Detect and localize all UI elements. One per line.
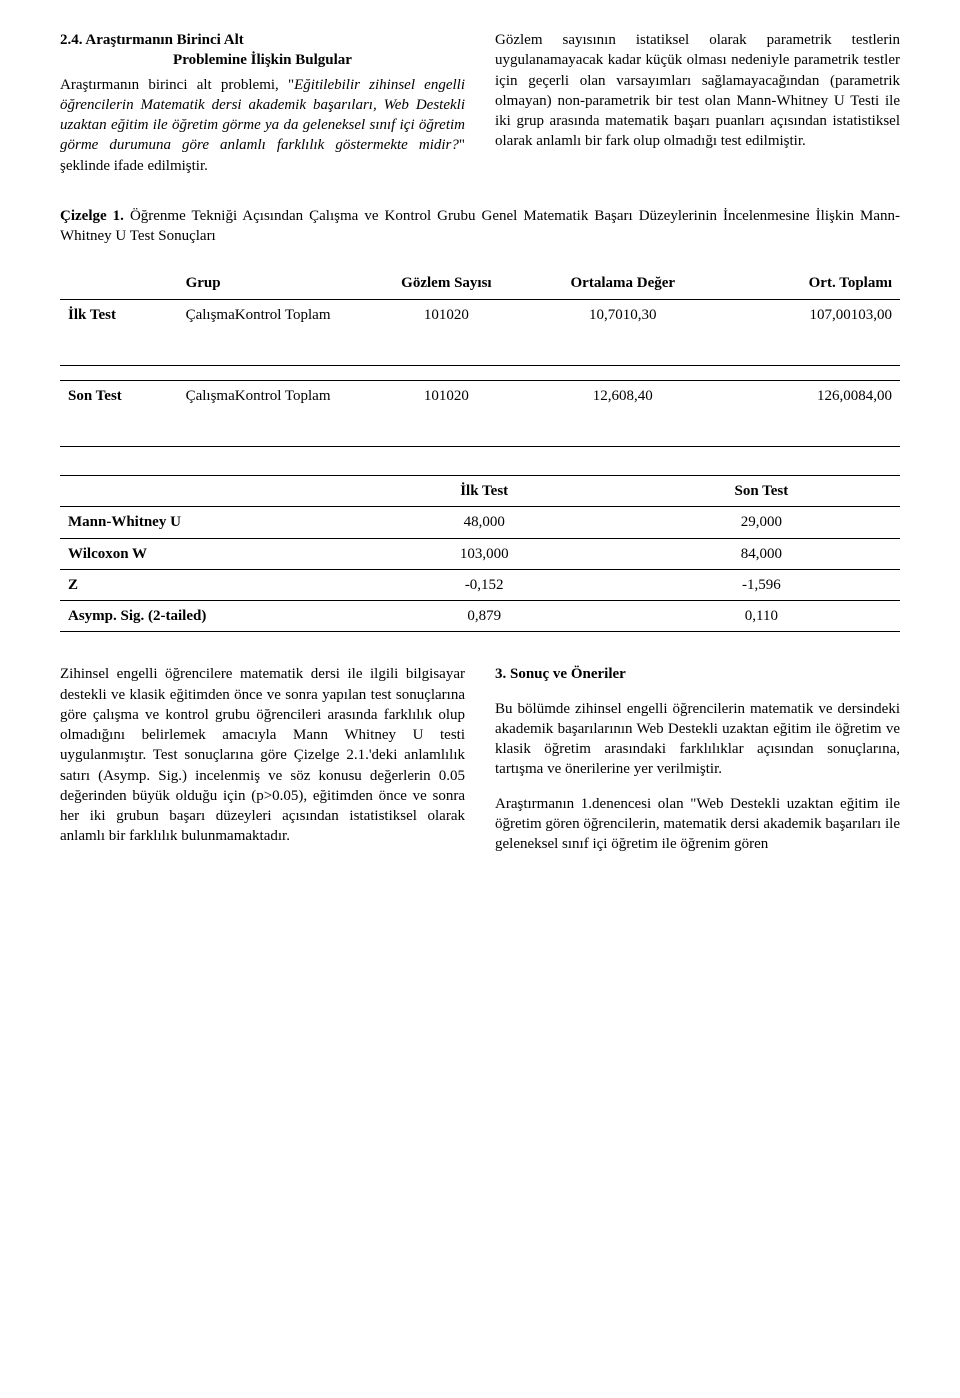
intro-right-column: Gözlem sayısının istatiksel olarak param… — [495, 30, 900, 176]
col-toplam: Ort. Toplamı — [715, 268, 900, 299]
cell-son: 29,000 — [623, 507, 900, 538]
row-label: Wilcoxon W — [60, 538, 346, 569]
table-row: Mann-Whitney U 48,000 29,000 — [60, 507, 900, 538]
table-row: Grup Gözlem Sayısı Ortalama Değer Ort. T… — [60, 268, 900, 299]
table-1-block-2: Son Test ÇalışmaKontrol Toplam 101020 12… — [60, 380, 900, 447]
bottom-left-paragraph: Zihinsel engelli öğrencilere matematik d… — [60, 664, 465, 846]
cell-toplam: 107,00103,00 — [715, 299, 900, 365]
col-empty — [60, 476, 346, 507]
cell-toplam: 126,0084,00 — [715, 380, 900, 446]
table-row: İlk Test ÇalışmaKontrol Toplam 101020 10… — [60, 299, 900, 365]
heading-line-2: Problemine İlişkin Bulgular — [60, 50, 465, 70]
intro-left-column: 2.4. Araştırmanın Birinci Alt Problemine… — [60, 30, 465, 176]
cell-son: 0,110 — [623, 601, 900, 632]
table-1b: Son Test ÇalışmaKontrol Toplam 101020 12… — [60, 380, 900, 447]
col-ilk-test: İlk Test — [346, 476, 623, 507]
row-label: Son Test — [60, 380, 178, 446]
heading-line-1: 2.4. Araştırmanın Birinci Alt — [60, 30, 465, 50]
table-2: İlk Test Son Test Mann-Whitney U 48,000 … — [60, 475, 900, 632]
table-row: Z -0,152 -1,596 — [60, 569, 900, 600]
intro-text-a: Araştırmanın birinci alt problemi, " — [60, 77, 294, 93]
row-label: Z — [60, 569, 346, 600]
cell-ilk: 0,879 — [346, 601, 623, 632]
bottom-left-column: Zihinsel engelli öğrencilere matematik d… — [60, 664, 465, 854]
table-row: Asymp. Sig. (2-tailed) 0,879 0,110 — [60, 601, 900, 632]
table-1-block-1: Grup Gözlem Sayısı Ortalama Değer Ort. T… — [60, 268, 900, 366]
col-son-test: Son Test — [623, 476, 900, 507]
cell-ortalama: 10,7010,30 — [530, 299, 715, 365]
cell-grup: ÇalışmaKontrol Toplam — [178, 299, 363, 365]
bottom-right-column: 3. Sonuç ve Öneriler Bu bölümde zihinsel… — [495, 664, 900, 854]
intro-left-paragraph: Araştırmanın birinci alt problemi, "Eğit… — [60, 75, 465, 176]
table-caption-label: Çizelge 1. — [60, 208, 124, 224]
table-row: İlk Test Son Test — [60, 476, 900, 507]
table-row: Wilcoxon W 103,000 84,000 — [60, 538, 900, 569]
cell-son: -1,596 — [623, 569, 900, 600]
col-gozlem: Gözlem Sayısı — [362, 268, 530, 299]
table-caption: Çizelge 1. Öğrenme Tekniği Açısından Çal… — [60, 206, 900, 247]
col-empty — [60, 268, 178, 299]
row-label: Mann-Whitney U — [60, 507, 346, 538]
bottom-right-p1: Bu bölümde zihinsel engelli öğrencilerin… — [495, 699, 900, 780]
intro-right-paragraph: Gözlem sayısının istatiksel olarak param… — [495, 30, 900, 152]
cell-son: 84,000 — [623, 538, 900, 569]
table-row: Son Test ÇalışmaKontrol Toplam 101020 12… — [60, 380, 900, 446]
section-heading: 2.4. Araştırmanın Birinci Alt Problemine… — [60, 30, 465, 71]
bottom-right-p2: Araştırmanın 1.denencesi olan "Web Deste… — [495, 794, 900, 855]
section-3-title: 3. Sonuç ve Öneriler — [495, 664, 900, 684]
cell-ilk: 48,000 — [346, 507, 623, 538]
cell-gozlem: 101020 — [362, 380, 530, 446]
table-1a: Grup Gözlem Sayısı Ortalama Değer Ort. T… — [60, 268, 900, 366]
cell-ortalama: 12,608,40 — [530, 380, 715, 446]
col-grup: Grup — [178, 268, 363, 299]
row-label: Asymp. Sig. (2-tailed) — [60, 601, 346, 632]
cell-ilk: -0,152 — [346, 569, 623, 600]
col-ortalama: Ortalama Değer — [530, 268, 715, 299]
intro-two-column: 2.4. Araştırmanın Birinci Alt Problemine… — [60, 30, 900, 176]
cell-grup: ÇalışmaKontrol Toplam — [178, 380, 363, 446]
cell-gozlem: 101020 — [362, 299, 530, 365]
bottom-two-column: Zihinsel engelli öğrencilere matematik d… — [60, 664, 900, 854]
row-label: İlk Test — [60, 299, 178, 365]
table-caption-text: Öğrenme Tekniği Açısından Çalışma ve Kon… — [60, 208, 900, 244]
cell-ilk: 103,000 — [346, 538, 623, 569]
